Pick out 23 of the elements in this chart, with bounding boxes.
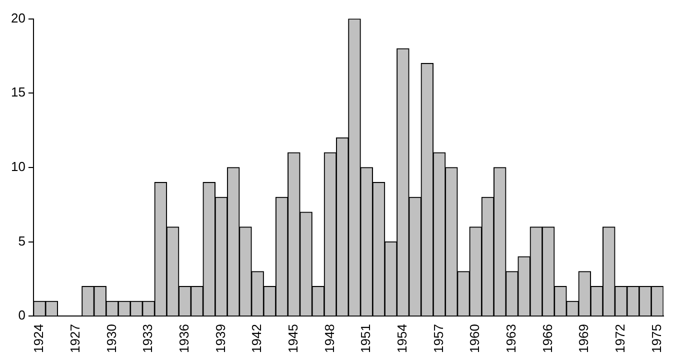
x-tick-label: 1966 (540, 324, 555, 353)
x-tick-label: 1942 (249, 324, 264, 353)
x-tick-label: 1927 (67, 324, 82, 353)
y-tick-label: 20 (10, 10, 26, 26)
x-tick-label: 1933 (140, 324, 156, 353)
y-tick-label: 10 (10, 159, 26, 174)
x-tick-label: 1972 (612, 324, 628, 353)
x-tick-label: 1960 (467, 324, 482, 353)
x-tick-label: 1954 (394, 324, 410, 353)
x-tick-label: 1963 (504, 324, 519, 353)
x-tick-label: 1948 (322, 324, 337, 353)
x-tick-label: 1924 (31, 324, 46, 353)
x-tick-label: 1951 (358, 324, 374, 353)
x-tick-label: 1945 (285, 324, 300, 353)
x-tick-label: 1936 (176, 324, 192, 353)
x-tick-label: 1969 (576, 324, 592, 353)
x-tick-label: 1957 (430, 324, 446, 353)
x-tick-label: 1930 (104, 324, 119, 353)
y-tick-label: 0 (18, 308, 26, 323)
y-tick-label: 15 (10, 84, 26, 100)
x-tick-label: 1975 (648, 324, 664, 353)
y-tick-label: 5 (18, 233, 26, 248)
x-tick-label: 1939 (212, 324, 228, 353)
